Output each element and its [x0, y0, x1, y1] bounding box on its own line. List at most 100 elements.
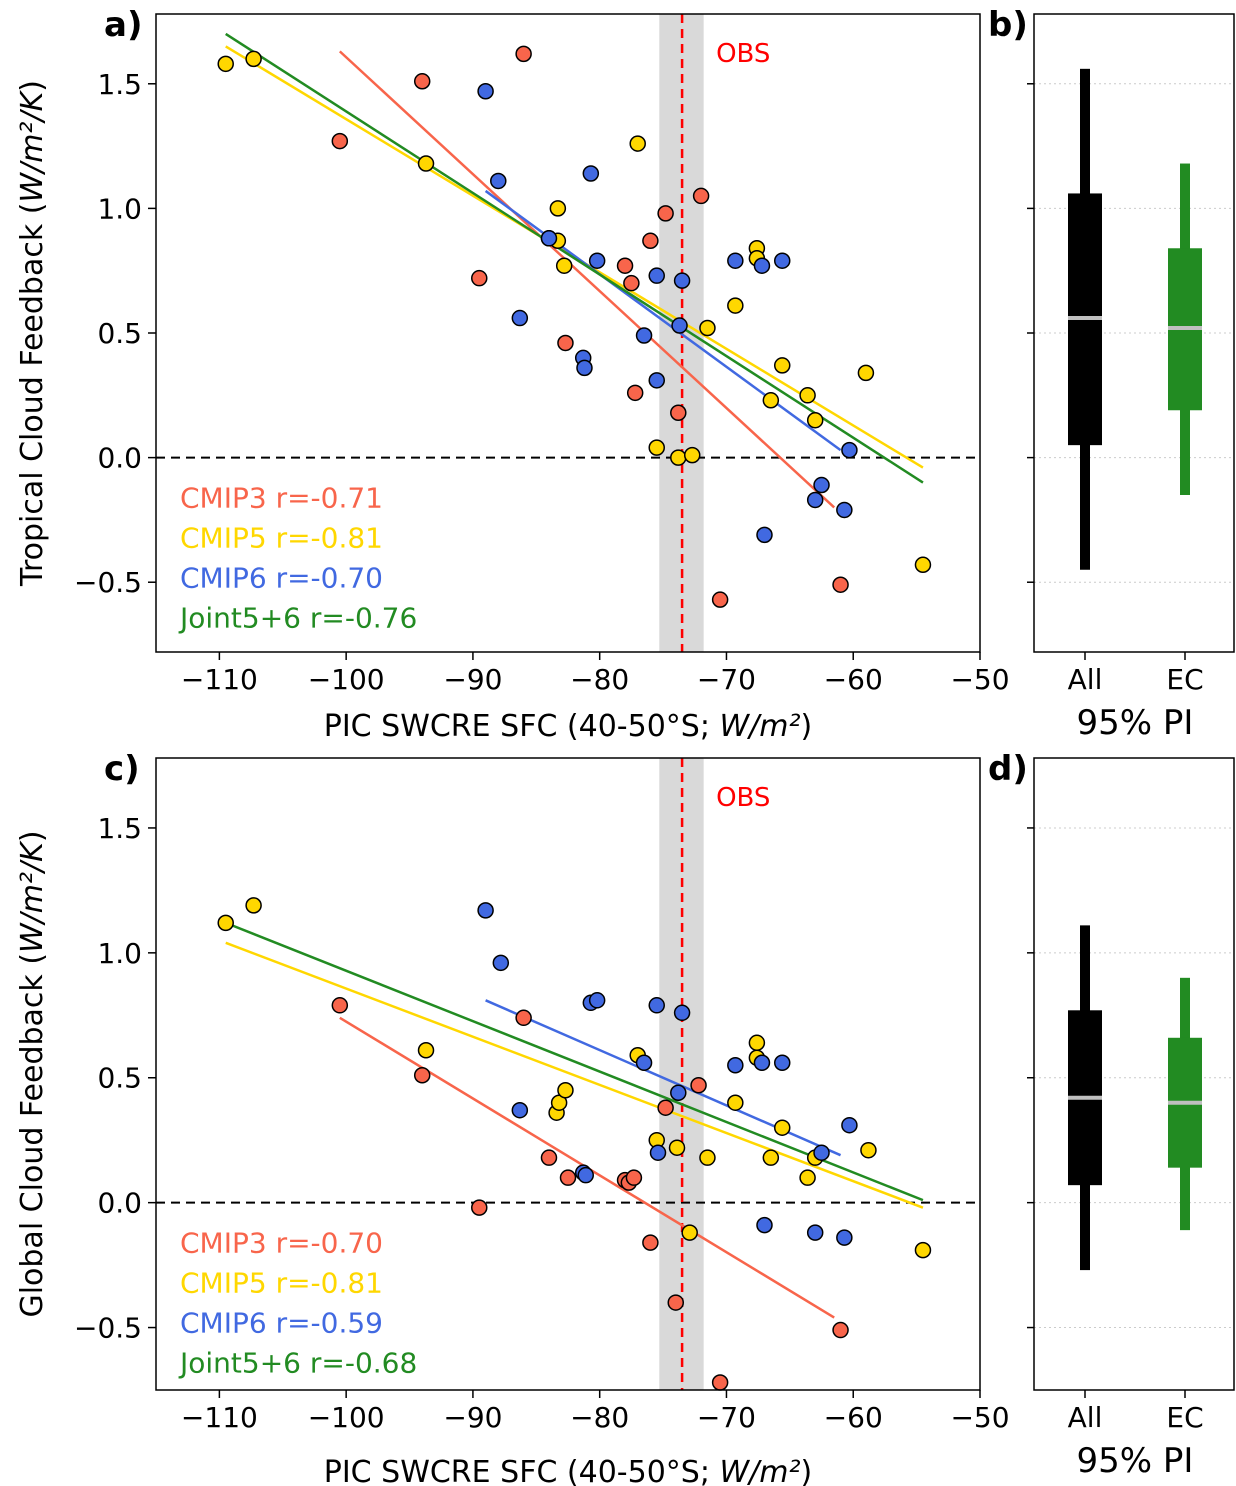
- x-tick-label: −80: [570, 663, 629, 696]
- pi-label: 95% PI: [1077, 1441, 1194, 1481]
- point-cmip6-18: [813, 476, 830, 494]
- point-cmip5-5: [555, 257, 573, 274]
- y-tick-label: 1.0: [97, 192, 142, 225]
- legend-cmip5: CMIP5 r=-0.81: [180, 522, 383, 555]
- point-cmip3-8: [626, 384, 644, 402]
- scatter-panel-c: OBS −110 −100 −90 −80 −70 −60 −50 −0.5 0.0 0.5 1.0 1…: [15, 749, 1010, 1486]
- point-cmip6-20: [841, 441, 858, 459]
- point-cmip5-3: [549, 200, 567, 217]
- y-tick-label: 0.0: [97, 442, 142, 475]
- point-cmip5-6: [629, 135, 646, 152]
- panel-label: c): [104, 749, 140, 789]
- box-frame: [1033, 757, 1235, 1391]
- obs-label: OBS: [716, 783, 770, 813]
- x-tick-label: −110: [181, 663, 258, 696]
- point-cmip6-2: [511, 1101, 529, 1119]
- point-cmip5-18: [860, 1141, 877, 1159]
- point-cmip5-15: [773, 357, 791, 374]
- point-cmip6-7: [588, 252, 606, 269]
- point-cmip6-6: [588, 992, 606, 1009]
- point-cmip3-7: [623, 274, 640, 292]
- y-tick-label: 1.5: [97, 68, 142, 101]
- obs-label: OBS: [716, 39, 770, 69]
- point-cmip3-2: [515, 45, 532, 63]
- point-cmip6-12: [727, 1057, 744, 1074]
- point-cmip6-6: [582, 165, 600, 182]
- point-cmip3-0: [331, 997, 349, 1014]
- point-cmip3-10: [657, 1099, 674, 1116]
- point-cmip3-5: [559, 1169, 577, 1186]
- x-axis-label: PIC SWCRE SFC (40-50°S; W/m²): [324, 1455, 813, 1486]
- point-cmip3-8: [625, 1169, 643, 1186]
- legend-cmip3: CMIP3 r=-0.71: [180, 482, 383, 515]
- point-cmip3-12: [690, 1076, 707, 1094]
- point-cmip6-11: [671, 317, 688, 334]
- x-tick-label: −70: [697, 663, 756, 696]
- x-tick-label: −50: [950, 1401, 1009, 1434]
- point-cmip6-2: [511, 309, 529, 327]
- point-cmip3-1: [413, 73, 431, 90]
- point-cmip6-14: [756, 1216, 773, 1234]
- point-cmip3-11: [670, 404, 687, 421]
- point-cmip5-0: [217, 55, 234, 73]
- point-cmip3-13: [711, 591, 729, 608]
- point-cmip5-14: [762, 1149, 780, 1166]
- point-cmip6-10: [648, 372, 665, 389]
- x-tick-label: −60: [824, 663, 883, 696]
- x-tick-label: −100: [308, 663, 385, 696]
- point-cmip3-14: [832, 1321, 849, 1339]
- x-tick-label: −110: [181, 1401, 258, 1434]
- point-cmip5-19: [914, 556, 932, 574]
- point-cmip6-17: [813, 1144, 830, 1161]
- point-cmip5-8: [670, 449, 687, 466]
- y-tick-label: 0.5: [97, 1062, 142, 1095]
- point-cmip5-2: [417, 1042, 435, 1059]
- x-axis-label: PIC SWCRE SFC (40-50°S; W/m²): [324, 709, 813, 744]
- point-cmip3-2: [471, 1199, 488, 1216]
- point-cmip6-3: [540, 230, 558, 247]
- point-cmip3-14: [832, 576, 849, 593]
- legend-cmip6: CMIP6 r=-0.59: [180, 1307, 383, 1340]
- plot-frame: [155, 13, 981, 653]
- point-cmip5-2: [417, 155, 435, 172]
- legend-cmip6: CMIP6 r=-0.70: [180, 562, 383, 595]
- point-cmip5-1: [245, 897, 262, 914]
- panel-label: d): [988, 749, 1028, 789]
- point-cmip6-12: [673, 272, 691, 289]
- point-cmip6-11: [673, 1004, 691, 1022]
- x-tick-label: −50: [950, 663, 1009, 696]
- point-cmip6-1: [490, 172, 507, 190]
- point-cmip6-10: [670, 1084, 687, 1101]
- y-tick-label: 1.5: [97, 812, 142, 845]
- point-cmip5-15: [773, 1119, 791, 1136]
- legend-joint56: Joint5+6 r=-0.76: [178, 602, 417, 635]
- point-cmip6-18: [836, 1229, 853, 1246]
- point-cmip5-14: [762, 392, 780, 409]
- point-cmip5-12: [748, 1034, 766, 1052]
- point-cmip6-16: [806, 1224, 824, 1241]
- point-cmip6-1: [492, 954, 510, 972]
- x-tick-label: −60: [824, 1401, 883, 1434]
- y-tick-label: 0.5: [97, 317, 142, 350]
- y-tick-label: 1.0: [97, 937, 142, 970]
- point-cmip6-9: [648, 267, 665, 284]
- box-frame: [1033, 13, 1235, 653]
- point-cmip3-5: [557, 334, 574, 352]
- point-cmip5-10: [699, 319, 716, 337]
- point-cmip6-0: [477, 902, 494, 919]
- point-cmip6-19: [836, 501, 853, 519]
- box-panel-d: All EC 95% PI d): [988, 749, 1235, 1481]
- fit-line-joint56: [225, 921, 924, 1202]
- box-panel-b: All EC 95% PI b): [988, 5, 1235, 743]
- pi-label: 95% PI: [1077, 703, 1194, 743]
- point-cmip6-5: [576, 359, 593, 377]
- y-tick-label: −0.5: [74, 1312, 142, 1345]
- y-axis-label: Global Cloud Feedback (W/m²/K): [15, 830, 50, 1317]
- x-tick-label: −80: [570, 1401, 629, 1434]
- scatter-panel-a: OBS −110 −100 −90 −80 −70 −60 −50 −0.5 0.0 0.5 1.0 1…: [15, 5, 1010, 744]
- point-cmip5-9: [681, 1224, 698, 1241]
- point-cmip3-13: [711, 1374, 729, 1391]
- legend-cmip5: CMIP5 r=-0.81: [180, 1267, 383, 1300]
- category-label-ec: EC: [1166, 663, 1203, 696]
